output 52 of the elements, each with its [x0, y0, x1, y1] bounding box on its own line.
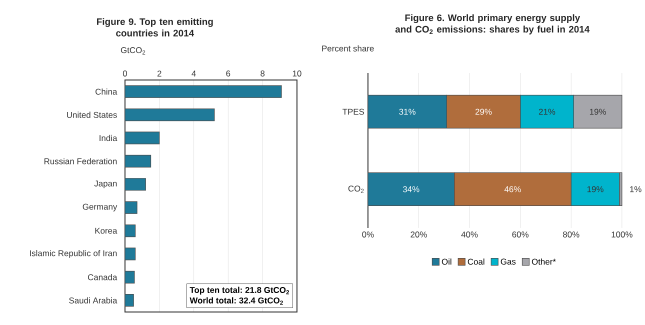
y-tick-label: CO$_{2}$ [348, 186, 364, 193]
x-tick-label: 0% [362, 232, 374, 238]
y-tick-label: Germany [82, 204, 118, 212]
bar [124, 85, 282, 98]
y-tick-label: Russian Federation [44, 158, 117, 164]
bar [124, 178, 146, 191]
bar [124, 201, 138, 214]
bar [124, 108, 215, 122]
x-axis-title: GtCO$_{2}$ [120, 47, 146, 54]
bar [124, 132, 160, 144]
bar [124, 248, 136, 260]
data-label: 31% [399, 108, 416, 115]
x-axis-title: Percent share [322, 45, 374, 52]
legend-label: Coal [468, 258, 484, 265]
annotation: Top ten total: 21.8 GtCO$_{2}$ [190, 286, 290, 295]
x-tick-label: 8 [260, 70, 265, 76]
legend-label: Other* [532, 258, 556, 265]
y-tick-label: United States [67, 112, 117, 118]
y-tick-label: Islamic Republic of Iran [30, 250, 117, 258]
y-tick-label: Canada [88, 274, 118, 280]
y-tick-label: China [96, 88, 118, 95]
y-tick-label: Korea [95, 228, 118, 234]
x-tick-label: 60% [512, 232, 529, 238]
data-label: 29% [475, 108, 492, 115]
x-tick-label: 2 [157, 70, 162, 76]
legend-label: Gas [500, 258, 516, 265]
y-tick-label: TPES [342, 108, 364, 115]
bar [124, 294, 134, 307]
x-tick-label: 20% [410, 232, 427, 238]
y-tick-label: Japan [94, 180, 117, 188]
data-label: 34% [402, 186, 420, 192]
x-tick-label: 100% [612, 232, 632, 238]
bar [124, 154, 152, 168]
y-tick-label: India [100, 134, 118, 142]
x-tick-label: 6 [226, 70, 230, 76]
bar [124, 224, 136, 238]
data-label: 46% [504, 186, 521, 192]
x-tick-label: 4 [192, 70, 196, 76]
legend-label: Oil [442, 258, 452, 265]
data-label: 21% [538, 108, 556, 115]
chart-title: Figure 9. Top ten emitting countries in 2014 [97, 18, 213, 36]
data-label: 1% [630, 186, 642, 192]
x-tick-label: 80% [563, 232, 580, 238]
data-label: 19% [590, 108, 606, 115]
annotation: World total: 32.4 GtCO$_{2}$ [190, 297, 283, 305]
bar [124, 270, 135, 284]
chart-title: Figure 6. World primary energy supply and CO$_{2}$ emissions: shares by fuel in 2014 [395, 14, 590, 34]
y-tick-label: Saudi Arabia [69, 297, 118, 304]
x-tick-label: 40% [461, 232, 478, 238]
x-tick-label: 10 [292, 70, 302, 76]
x-tick-label: 0 [122, 70, 128, 76]
data-label: 19% [587, 186, 604, 192]
